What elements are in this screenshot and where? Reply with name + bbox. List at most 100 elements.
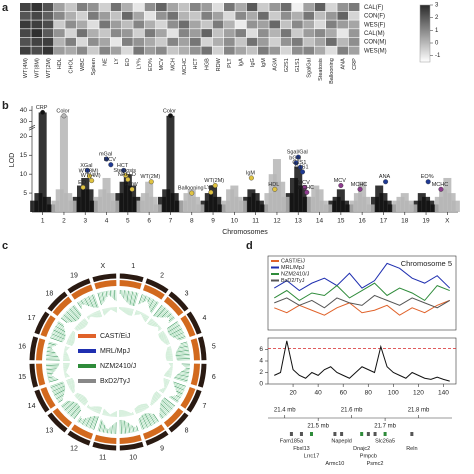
legend-label: NZM2410/J xyxy=(281,271,310,277)
chromosome-label: 7 xyxy=(202,403,206,410)
variant-track xyxy=(124,410,127,417)
variant-track xyxy=(107,428,109,434)
variant-track xyxy=(91,313,94,318)
chromosome-label: 14 xyxy=(28,403,36,410)
variant-track xyxy=(46,369,56,372)
lod-point xyxy=(76,185,85,212)
variant-track xyxy=(64,401,75,411)
x-tick-label: 17 xyxy=(380,218,388,225)
variant-track xyxy=(58,321,64,326)
heat-cell xyxy=(156,11,167,20)
variant-track xyxy=(131,292,136,306)
variant-track xyxy=(105,308,108,314)
lod-point xyxy=(336,189,345,212)
heat-cell xyxy=(178,46,190,55)
variant-track xyxy=(126,421,129,434)
variant-track xyxy=(68,403,79,415)
row-label: CAL(M) xyxy=(364,31,385,37)
variant-track xyxy=(124,307,126,313)
column-label: HCT xyxy=(193,58,199,70)
variant-track xyxy=(153,394,159,400)
variant-track xyxy=(172,332,184,338)
variant-track xyxy=(175,355,190,358)
lod-point xyxy=(72,196,81,212)
variant-track xyxy=(179,342,188,346)
colorbar-tick-label: 2 xyxy=(435,15,439,21)
heat-cell xyxy=(348,3,360,12)
variant-track xyxy=(111,290,113,298)
variant-track xyxy=(62,315,71,323)
gene-label: Armc10 xyxy=(325,461,344,467)
peak-label: MCHC xyxy=(298,185,315,191)
variant-track xyxy=(109,290,112,297)
variant-track xyxy=(125,290,128,302)
heat-cell xyxy=(337,29,349,38)
heat-cell xyxy=(88,20,99,29)
variant-track xyxy=(89,295,96,308)
peak-marker xyxy=(302,184,308,190)
y-tick-label: 6 xyxy=(259,346,263,353)
lod-point xyxy=(132,196,141,212)
variant-track xyxy=(139,404,143,412)
lod-point xyxy=(106,193,115,212)
lod-point xyxy=(272,159,281,212)
lod-point xyxy=(281,196,290,212)
variant-track xyxy=(107,290,109,296)
variant-track xyxy=(66,341,74,345)
heat-cell xyxy=(110,37,122,46)
heat-cell xyxy=(269,3,281,12)
x-tick-label: 10 xyxy=(231,218,239,225)
peak-label: G1S1 xyxy=(294,164,308,170)
variant-track xyxy=(130,291,135,306)
variant-track xyxy=(104,308,107,315)
heat-cell xyxy=(326,11,337,20)
variant-track xyxy=(162,388,166,391)
x-tick-label: 100 xyxy=(388,390,399,397)
chromosome-band xyxy=(163,296,184,317)
chromosome-label: 13 xyxy=(46,427,54,434)
variant-track xyxy=(127,290,131,304)
series-line xyxy=(274,340,450,382)
heat-cell xyxy=(258,46,269,55)
x-tick-label: 13 xyxy=(295,218,303,225)
gene-label: Slc26a5 xyxy=(375,438,395,444)
heat-cell xyxy=(65,37,77,46)
heat-cell xyxy=(31,46,43,55)
colorbar-tick-label: 0 xyxy=(435,41,439,47)
variant-track xyxy=(156,307,166,318)
variant-track xyxy=(138,419,143,430)
variant-track xyxy=(159,309,168,318)
gene-label: Dnajc2 xyxy=(353,446,370,452)
heat-cell xyxy=(144,29,156,38)
heat-cell xyxy=(303,46,315,55)
variant-track xyxy=(48,379,59,383)
variant-track xyxy=(57,322,65,327)
chromosome-ideogram xyxy=(34,389,50,413)
lod-point xyxy=(426,200,435,212)
variant-track xyxy=(99,407,103,414)
variant-track xyxy=(150,321,156,326)
variant-track xyxy=(63,367,69,369)
variant-track xyxy=(160,335,167,340)
variant-track xyxy=(104,291,107,299)
plot-frame xyxy=(267,255,457,331)
variant-track xyxy=(114,290,116,301)
variant-track xyxy=(134,292,139,307)
heat-cell xyxy=(54,37,65,46)
heat-cell xyxy=(110,3,122,12)
x-tick-label: 11 xyxy=(252,218,259,225)
heat-cell xyxy=(280,29,292,38)
variant-track xyxy=(101,423,105,433)
heat-cell xyxy=(280,20,292,29)
variant-track xyxy=(159,334,166,339)
lod-point xyxy=(187,189,196,212)
variant-track xyxy=(68,337,75,341)
heat-cell xyxy=(110,11,122,20)
x-tick-label: 40 xyxy=(315,390,323,397)
variant-track xyxy=(105,411,108,416)
lod-point xyxy=(89,200,98,212)
variant-track xyxy=(55,392,65,399)
variant-track xyxy=(67,381,75,385)
lod-point xyxy=(268,174,277,212)
variant-track xyxy=(167,321,178,329)
